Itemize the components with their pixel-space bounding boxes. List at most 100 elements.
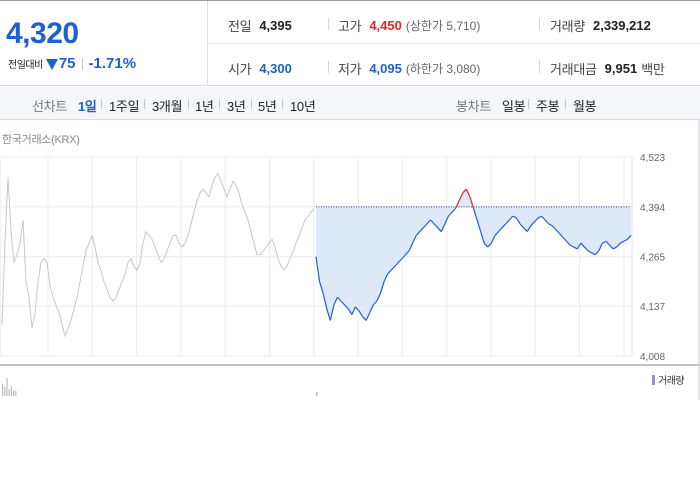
- stat-sub: (하한가 3,080): [405, 62, 481, 76]
- today-line-down-segment: [587, 250, 592, 254]
- divider: [528, 99, 529, 109]
- current-price-box: 4,320 전일대비 75 -1.71%: [0, 1, 208, 86]
- stat-label: 거래대금: [550, 62, 597, 77]
- y-tick-label: 4,523: [640, 153, 665, 164]
- today-line-up-segment: [458, 192, 464, 201]
- today-line-down-segment: [319, 281, 324, 294]
- today-line-down-segment: [451, 207, 457, 213]
- stat-value: 4,300: [259, 61, 292, 76]
- stat-prev-close: 전일 4,395: [228, 16, 292, 35]
- today-line-up-segment: [455, 200, 460, 209]
- y-tick-label: 4,394: [640, 203, 665, 214]
- tab-1day[interactable]: 1일: [78, 99, 97, 114]
- today-line-up-segment: [465, 188, 471, 198]
- divider: [81, 57, 83, 70]
- tab-monthly-candle[interactable]: 월봉: [573, 99, 597, 114]
- prev-day-line: [1, 172, 315, 338]
- divider: [328, 18, 329, 30]
- change-percent: -1.71%: [88, 55, 137, 72]
- today-line-down-segment: [333, 297, 339, 306]
- today-line-down-segment: [390, 265, 396, 271]
- today-line-down-segment: [437, 227, 442, 232]
- tab-3year[interactable]: 3년: [227, 99, 246, 114]
- today-line-down-segment: [519, 223, 525, 229]
- tab-1week[interactable]: 1주일: [109, 99, 140, 114]
- today-line-down-segment: [573, 246, 578, 250]
- tab-10year[interactable]: 10년: [290, 99, 316, 114]
- today-line-down-segment: [415, 231, 421, 236]
- divider: [208, 43, 700, 44]
- stat-label: 고가: [338, 19, 362, 34]
- price-chart[interactable]: 4,523 4,394 4,265 4,137 4,008: [0, 120, 700, 400]
- divider: [188, 99, 189, 109]
- volume-bar: [15, 391, 17, 396]
- divider: [144, 99, 145, 109]
- line-chart-label: 선차트: [32, 99, 67, 114]
- today-line-down-segment: [405, 250, 410, 256]
- today-line-down-segment: [365, 312, 371, 321]
- today-line-down-segment: [337, 296, 342, 302]
- stat-label: 거래량: [550, 19, 585, 34]
- today-line-down-segment: [605, 240, 610, 246]
- stat-sub: (상한가 5,710): [405, 19, 481, 33]
- tab-daily-candle[interactable]: 일봉: [502, 99, 526, 114]
- stat-unit: 백만: [641, 62, 665, 77]
- today-line-down-segment: [444, 215, 449, 225]
- tab-5year[interactable]: 5년: [258, 99, 277, 114]
- today-series: [315, 188, 632, 321]
- today-line-down-segment: [541, 215, 546, 221]
- down-triangle-icon: [45, 59, 58, 70]
- today-line-down-segment: [430, 219, 435, 225]
- volume-legend-label: 거래량: [658, 376, 685, 387]
- stat-amount: 거래대금 9,951 백만: [550, 59, 665, 78]
- volume-bar: [10, 386, 12, 396]
- today-line-down-segment: [584, 246, 589, 252]
- today-line-down-segment: [612, 246, 617, 250]
- today-line-up-segment: [462, 188, 467, 194]
- y-axis: 4,523 4,394 4,265 4,137 4,008: [640, 153, 665, 363]
- today-line-down-segment: [537, 215, 542, 219]
- volume-bars: [2, 378, 318, 396]
- today-line-down-segment: [394, 262, 399, 267]
- divider: [282, 99, 283, 109]
- today-line-down-segment: [576, 242, 582, 250]
- today-line-down-segment: [508, 215, 514, 221]
- divider: [539, 18, 540, 30]
- today-line-down-segment: [483, 242, 489, 248]
- volume-bar: [2, 384, 4, 396]
- today-line-down-segment: [526, 225, 532, 232]
- today-line-down-segment: [602, 240, 607, 244]
- today-line-down-segment: [326, 308, 331, 321]
- today-line-down-segment: [501, 223, 507, 229]
- today-line-down-segment: [551, 225, 557, 231]
- volume-bar: [316, 392, 318, 396]
- stat-label: 전일: [228, 19, 252, 34]
- today-line-down-segment: [476, 219, 482, 232]
- stat-label: 저가: [338, 62, 362, 77]
- change-value: 75: [58, 55, 76, 72]
- today-line-down-segment: [376, 293, 381, 302]
- today-line-down-segment: [315, 256, 321, 282]
- volume-bar: [4, 387, 6, 396]
- today-line-down-segment: [530, 221, 535, 227]
- divider: [539, 61, 540, 73]
- today-line-down-segment: [490, 235, 496, 244]
- today-line-down-segment: [616, 242, 621, 248]
- tab-weekly-candle[interactable]: 주봉: [536, 99, 560, 114]
- change-row: 전일대비 75 -1.71%: [8, 55, 136, 72]
- today-line-down-segment: [626, 235, 632, 240]
- stat-high: 고가 4,450 (상한가 5,710): [338, 16, 480, 35]
- volume-bar: [8, 389, 10, 396]
- divider: [251, 99, 252, 109]
- stat-value: 9,951: [604, 61, 638, 76]
- tab-3month[interactable]: 3개월: [152, 99, 183, 114]
- tab-1year[interactable]: 1년: [195, 99, 214, 114]
- today-line-down-segment: [354, 306, 360, 312]
- today-line-down-segment: [433, 223, 439, 229]
- divider: [219, 99, 220, 109]
- stat-value: 4,450: [369, 18, 402, 33]
- today-line-down-segment: [448, 211, 453, 217]
- today-line-down-segment: [569, 244, 575, 248]
- chart-tab-bar: 선차트 1일 1주일 3개월 1년 3년 5년 10년 봉차트 일봉 주봉 월봉: [0, 87, 700, 120]
- today-line-down-segment: [383, 273, 389, 283]
